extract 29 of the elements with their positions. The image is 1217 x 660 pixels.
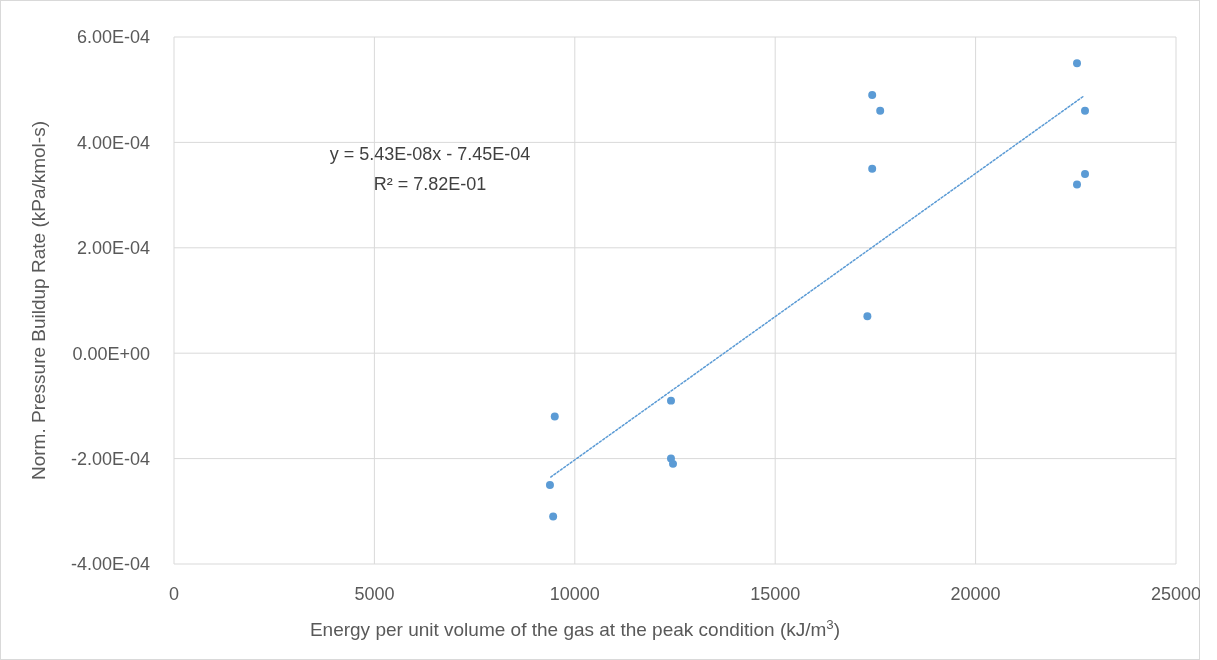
- point: [863, 312, 872, 321]
- point: [545, 480, 554, 489]
- point: [549, 512, 558, 521]
- point: [550, 412, 559, 421]
- y-tick-label: 4.00E-04: [76, 132, 150, 153]
- x-tick-label: 0: [168, 584, 180, 605]
- point: [868, 164, 877, 173]
- x-tick-label: 10000: [549, 584, 600, 605]
- point: [868, 90, 877, 99]
- y-tick-label: -4.00E-04: [70, 554, 150, 575]
- annotation: y = 5.43E-08x - 7.45E-04: [329, 144, 531, 164]
- y-tick-label: 0.00E+00: [72, 343, 150, 364]
- point: [1073, 59, 1081, 68]
- point: [1073, 180, 1081, 189]
- y-tick-label: 2.00E-04: [76, 238, 150, 259]
- y-axis-title: Norm. Pressure Buildup Rate (kPa/kmol-s): [28, 121, 49, 480]
- point: [1081, 170, 1090, 178]
- point: [876, 106, 885, 115]
- x-tick-label: 5000: [354, 584, 395, 605]
- y-tick-label: 6.00E-04: [76, 27, 150, 48]
- point: [667, 396, 675, 405]
- x-axis-title: Energy per unit volume of the gas at the peak condition (kJ/m$^{3}$): [309, 616, 841, 640]
- x-tick-label: 25000: [1150, 584, 1202, 605]
- annotation: R² = 7.82E-01: [373, 174, 487, 194]
- x-tick-label: 15000: [750, 584, 801, 605]
- point: [669, 459, 677, 468]
- point: [1081, 106, 1090, 115]
- y-tick-label: -2.00E-04: [70, 448, 150, 469]
- x-tick-label: 20000: [950, 584, 1001, 605]
